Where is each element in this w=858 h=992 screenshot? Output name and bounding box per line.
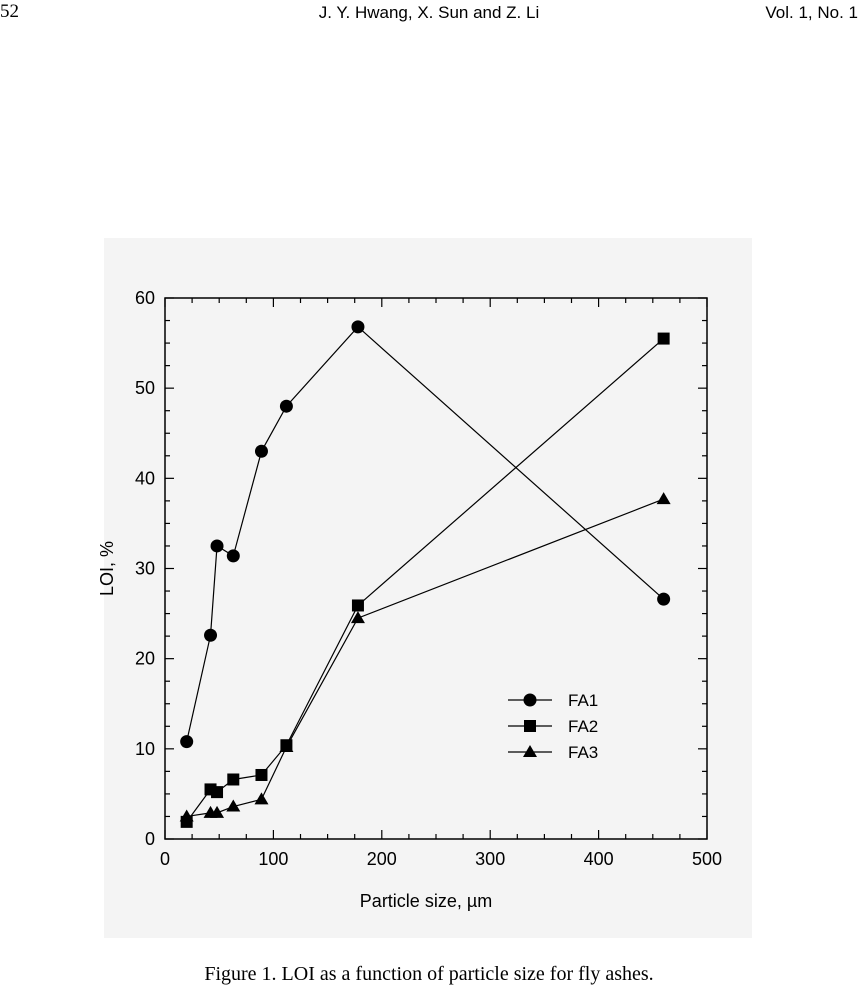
legend-label-fa2: FA2	[568, 717, 598, 736]
x-tick-label: 200	[367, 849, 397, 869]
data-point-fa3	[210, 805, 225, 818]
legend-marker-fa1	[523, 693, 537, 707]
data-point-fa2	[657, 332, 670, 345]
series-line-fa1	[186, 326, 665, 742]
data-point-fa3	[656, 492, 671, 505]
data-point-fa1	[254, 444, 268, 458]
y-axis-label: LOI, %	[97, 541, 117, 596]
y-tick-label: 40	[135, 468, 155, 488]
data-point-fa1	[657, 592, 671, 606]
data-point-fa2	[211, 786, 224, 799]
data-point-fa1	[226, 549, 240, 563]
data-point-fa2	[227, 773, 240, 786]
legend-label-fa3: FA3	[568, 743, 598, 762]
y-tick-label: 0	[145, 829, 155, 849]
x-axis-label: Particle size, µm	[360, 891, 492, 911]
data-point-fa1	[351, 320, 365, 334]
y-tick-label: 20	[135, 649, 155, 669]
legend-label-fa1: FA1	[568, 691, 598, 710]
data-point-fa3	[226, 799, 241, 812]
x-tick-label: 100	[258, 849, 288, 869]
y-tick-label: 10	[135, 739, 155, 759]
data-point-fa1	[180, 735, 194, 749]
data-point-fa1	[210, 539, 224, 553]
data-point-fa1	[279, 399, 293, 413]
y-tick-label: 30	[135, 559, 155, 579]
data-point-fa3	[350, 611, 365, 624]
data-point-fa3	[179, 809, 194, 822]
data-point-fa3	[279, 740, 294, 753]
plot-frame	[164, 297, 708, 840]
figure-background	[104, 238, 752, 938]
data-point-fa2	[255, 768, 268, 781]
data-point-fa1	[204, 628, 218, 642]
x-tick-label: 500	[692, 849, 722, 869]
x-tick-label: 0	[160, 849, 170, 869]
figure-caption: Figure 1. LOI as a function of particle …	[204, 963, 654, 985]
data-point-fa3	[254, 792, 269, 805]
legend-marker-fa3	[523, 745, 537, 757]
running-head-authors: J. Y. Hwang, X. Sun and Z. Li	[318, 3, 540, 22]
legend-marker-fa2	[524, 720, 536, 732]
x-tick-label: 400	[584, 849, 614, 869]
y-tick-label: 50	[135, 378, 155, 398]
y-tick-label: 60	[135, 288, 155, 308]
volume-label: Vol. 1, No. 1	[765, 3, 858, 22]
data-point-fa2	[351, 599, 364, 612]
x-tick-label: 300	[475, 849, 505, 869]
page-number: 52	[0, 1, 19, 22]
